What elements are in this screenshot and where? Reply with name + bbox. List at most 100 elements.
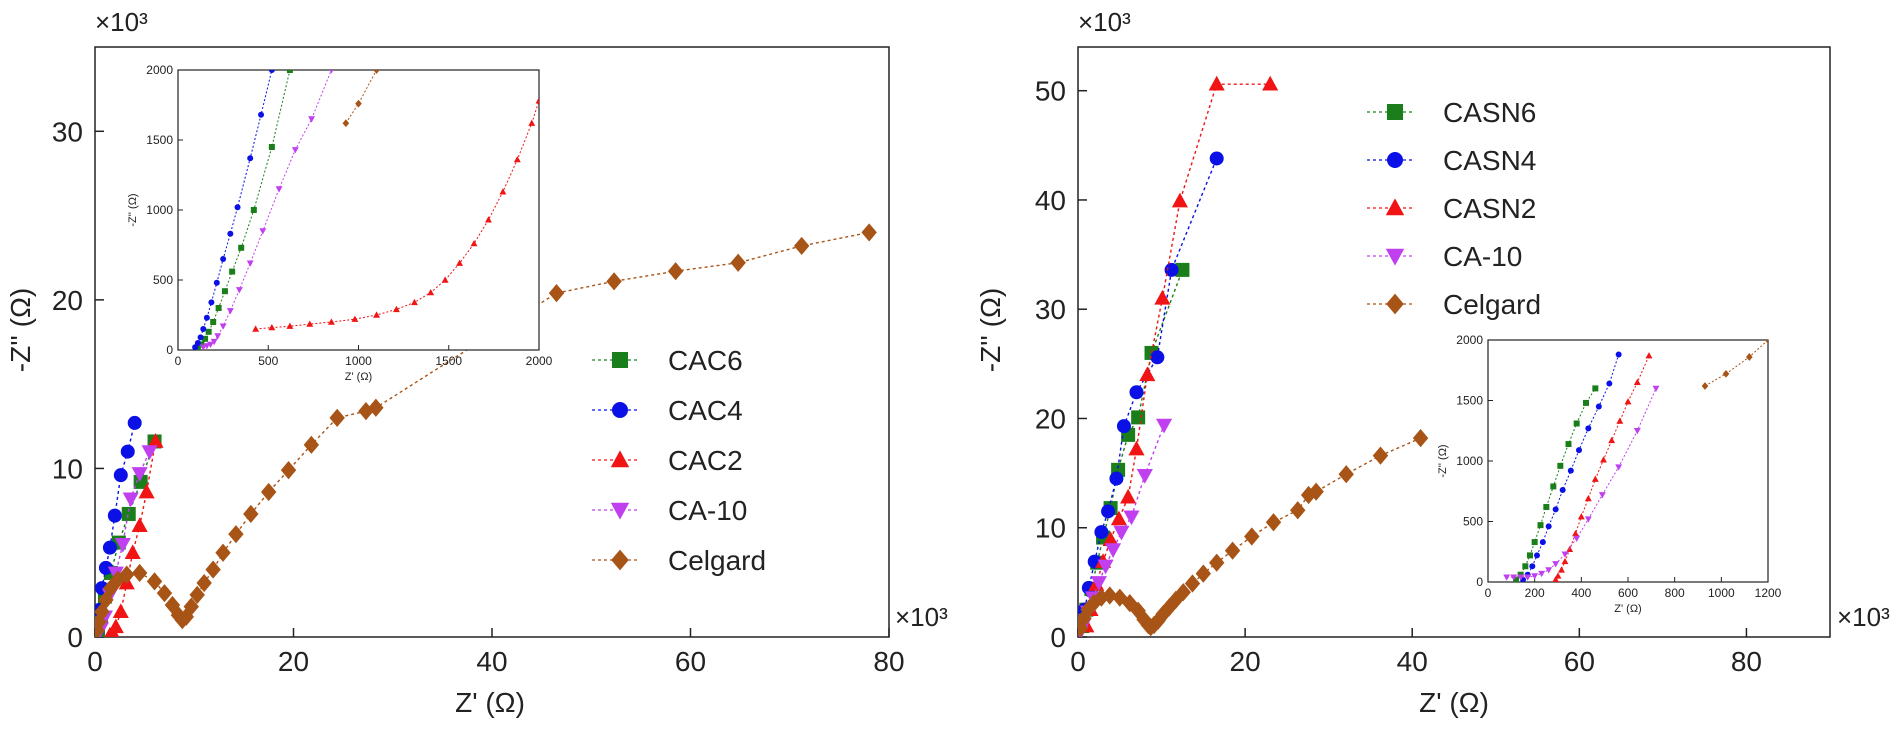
series-line-CASN4 bbox=[1080, 158, 1218, 627]
inset-point-CASN2 bbox=[1554, 572, 1562, 579]
y-tick-label: 30 bbox=[1035, 294, 1066, 325]
inset-point-CA-10 bbox=[275, 186, 283, 193]
point-CAC2 bbox=[138, 483, 155, 499]
inset-point-CASN6 bbox=[1513, 576, 1519, 582]
inset-point-CASN4 bbox=[1615, 351, 1622, 358]
inset-point-CASN2 bbox=[1552, 575, 1559, 582]
point-CASN2 bbox=[1128, 440, 1145, 456]
inset-point-CASN6 bbox=[1573, 420, 1580, 427]
inset-point-CA-10 bbox=[1524, 574, 1532, 581]
point-Celgard bbox=[178, 607, 195, 626]
point-Celgard bbox=[95, 602, 110, 621]
legend: CAC6 CAC4 CAC2 CA-10 Celgard bbox=[592, 345, 766, 576]
series-line-CA-10 bbox=[97, 451, 151, 634]
legend-marker-CAC2 bbox=[610, 450, 630, 468]
inset-point-CAC6 bbox=[202, 335, 209, 342]
inset-x-tick-label: 0 bbox=[1485, 586, 1492, 600]
point-Celgard bbox=[146, 572, 163, 591]
inset-x-tick-label: 500 bbox=[258, 354, 278, 368]
x-tick-label: 80 bbox=[873, 646, 904, 677]
y-tick-label: 40 bbox=[1035, 185, 1066, 216]
legend-label-Celgard: Celgard bbox=[668, 545, 766, 576]
point-CA-10 bbox=[1113, 525, 1130, 541]
point-Celgard bbox=[1338, 465, 1354, 484]
x-axis-label: Z' (Ω) bbox=[1419, 687, 1489, 718]
point-CASN4 bbox=[1101, 504, 1116, 519]
inset-point-CAC2 bbox=[286, 322, 294, 329]
inset-point-CASN4 bbox=[1567, 467, 1574, 474]
inset-point-Celgard bbox=[1722, 369, 1730, 378]
x-tick-label: 0 bbox=[1070, 646, 1086, 677]
legend-label-CA-10: CA-10 bbox=[668, 495, 747, 526]
inset-point-CA-10 bbox=[207, 341, 214, 348]
inset-point-CASN6 bbox=[1557, 462, 1564, 469]
inset-point-Celgard bbox=[1746, 353, 1753, 361]
y-tick-label: 30 bbox=[52, 116, 83, 147]
inset-point-CAC2 bbox=[373, 311, 380, 318]
point-CASN4 bbox=[1109, 471, 1124, 486]
inset-point-CASN4 bbox=[1552, 506, 1559, 513]
point-CASN4 bbox=[1116, 419, 1131, 434]
point-CASN2 bbox=[1139, 366, 1156, 382]
point-CAC2 bbox=[131, 517, 148, 533]
y-axis-label: -Z'' (Ω) bbox=[975, 288, 1006, 372]
legend: CASN6 CASN4 CASN2 CA-10 Celgard bbox=[1367, 97, 1541, 320]
inset-y-tick-label: 500 bbox=[1463, 515, 1483, 529]
point-Celgard bbox=[243, 504, 259, 524]
inset-point-CA-10 bbox=[235, 287, 243, 294]
x-multiplier: ×10³ bbox=[1837, 602, 1890, 632]
inset-x-tick-label: 1500 bbox=[435, 354, 462, 368]
point-CASN4 bbox=[1209, 151, 1224, 166]
point-Celgard bbox=[1168, 590, 1184, 609]
inset-x-tick-label: 1000 bbox=[345, 354, 372, 368]
inset-point-CASN2 bbox=[1600, 456, 1607, 463]
legend-label-Celgard: Celgard bbox=[1443, 289, 1541, 320]
inset-point-CAC4 bbox=[194, 340, 201, 346]
inset-point-CAC6 bbox=[268, 144, 275, 150]
inset-point-CA-10 bbox=[329, 70, 334, 74]
legend-marker-CASN2 bbox=[1385, 198, 1405, 216]
point-CA-10 bbox=[1097, 559, 1114, 575]
point-Celgard bbox=[1224, 541, 1241, 560]
legend-marker-CA-10 bbox=[1385, 248, 1405, 266]
inset-point-CASN4 bbox=[1595, 403, 1602, 410]
inset-point-CAC2 bbox=[351, 315, 359, 322]
inset-x-tick-label: 600 bbox=[1618, 586, 1638, 600]
inset-point-CAC6 bbox=[215, 305, 222, 311]
inset-point-CAC4 bbox=[203, 314, 210, 321]
inset-point-CA-10 bbox=[1503, 574, 1511, 581]
inset-point-CA-10 bbox=[1538, 570, 1546, 578]
inset-point-CAC6 bbox=[238, 244, 245, 251]
y-tick-label: 10 bbox=[1035, 513, 1066, 544]
inset-point-Celgard bbox=[1764, 340, 1768, 344]
inset-point-CA-10 bbox=[1598, 492, 1606, 499]
inset-point-CA-10 bbox=[226, 308, 234, 315]
inset-x-tick-label: 400 bbox=[1571, 586, 1591, 600]
inset-point-CASN6 bbox=[1543, 503, 1550, 510]
inset-x-tick-label: 1000 bbox=[1708, 586, 1735, 600]
legend-marker-CASN6 bbox=[1387, 104, 1403, 120]
inset-point-CAC4 bbox=[213, 279, 220, 286]
x-tick-label: 20 bbox=[278, 646, 309, 677]
inset-point-CA-10 bbox=[246, 260, 254, 267]
inset-point-CAC4 bbox=[208, 299, 215, 306]
inset-point-CASN2 bbox=[1616, 417, 1624, 424]
inset-point-CA-10 bbox=[1510, 574, 1518, 581]
inset-point-Celgard bbox=[342, 119, 350, 128]
inset-point-CASN2 bbox=[1591, 475, 1599, 482]
point-CASN2 bbox=[1110, 510, 1127, 526]
inset-point-CASN4 bbox=[1545, 523, 1552, 530]
inset-point-CA-10 bbox=[1531, 573, 1539, 580]
inset-x-tick-label: 2000 bbox=[526, 354, 553, 368]
legend-label-CASN6: CASN6 bbox=[1443, 97, 1536, 128]
legend-label-CA-10: CA-10 bbox=[1443, 241, 1522, 272]
point-CA-10 bbox=[122, 492, 139, 508]
inset-y-tick-label: 1000 bbox=[1456, 454, 1483, 468]
point-CASN2 bbox=[1120, 488, 1137, 504]
x-tick-label: 40 bbox=[476, 646, 507, 677]
inset-point-CASN4 bbox=[1585, 425, 1592, 432]
inset-point-CASN6 bbox=[1550, 483, 1557, 490]
